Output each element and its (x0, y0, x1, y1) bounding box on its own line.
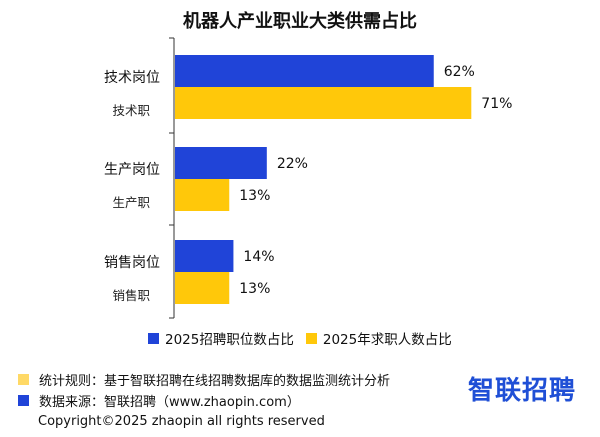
data-label: 71% (481, 96, 512, 112)
bar-postings-2 (175, 240, 234, 272)
data-label: 62% (444, 64, 475, 80)
legend-swatch-series1 (148, 332, 159, 344)
footer-source: 数据来源：智联招聘（www.zhaopin.com） (18, 391, 300, 410)
bar-seekers-2 (175, 272, 230, 304)
category-label: 技术岗位 (104, 70, 160, 86)
footer-swatch-yellow (18, 374, 29, 385)
category-label: 生产岗位 (104, 162, 160, 178)
footer-rule-text: 统计规则：基于智联招聘在线招聘数据库的数据监测统计分析 (39, 374, 391, 389)
bar-seekers-1 (175, 179, 230, 211)
footer-rule: 统计规则：基于智联招聘在线招聘数据库的数据监测统计分析 (18, 370, 390, 389)
legend-item-series1: 2025招聘职位数占比 (148, 328, 294, 348)
zhaopin-logo: 智联招聘 (468, 376, 577, 406)
data-label: 13% (239, 188, 270, 204)
legend-swatch-series2 (305, 332, 317, 344)
footer-source-text: 数据来源：智联招聘（www.zhaopin.com） (39, 395, 300, 410)
category-label: 销售岗位 (104, 255, 160, 271)
legend-label-series1: 2025招聘职位数占比 (165, 332, 294, 348)
data-label: 22% (277, 156, 308, 172)
category-sublabel: 技术职 (112, 103, 150, 118)
legend-label-series2: 2025年求职人数占比 (322, 332, 452, 348)
bar-postings-1 (175, 147, 267, 179)
footer-swatch-blue (18, 395, 29, 406)
bar-seekers-0 (175, 87, 472, 119)
bar-postings-0 (175, 55, 434, 87)
category-sublabel: 生产职 (112, 195, 150, 210)
copyright: Copyright©2025 zhaopin all rights reserv… (38, 414, 325, 429)
legend-item-series2: 2025年求职人数占比 (305, 328, 452, 348)
category-sublabel: 销售职 (112, 288, 150, 303)
legend: 2025招聘职位数占比 2025年求职人数占比 (148, 328, 464, 348)
chart-title: 机器人产业职业大类供需占比 (183, 11, 417, 32)
data-label: 14% (243, 249, 274, 265)
data-label: 13% (239, 281, 270, 297)
